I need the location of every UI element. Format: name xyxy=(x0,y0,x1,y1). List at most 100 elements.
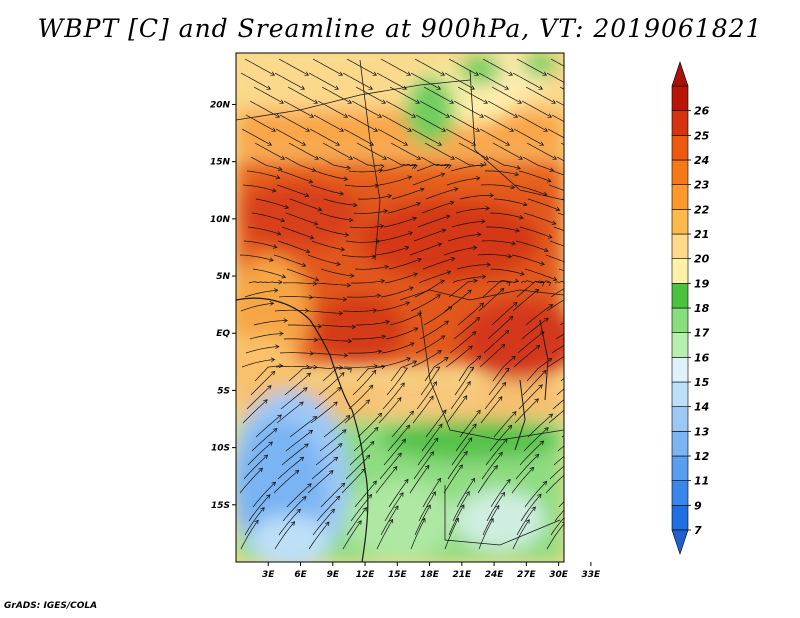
streamline-arrow xyxy=(534,288,540,294)
streamline xyxy=(481,240,516,245)
streamline-arrow xyxy=(504,329,510,335)
streamline-arrow xyxy=(432,381,437,386)
streamline-arrow xyxy=(467,437,473,442)
streamline-arrow xyxy=(340,247,346,252)
streamline xyxy=(353,210,388,214)
streamline-arrow xyxy=(581,179,585,183)
streamline-arrow xyxy=(266,85,272,90)
streamline-arrow xyxy=(301,262,307,268)
credit-label: GrADS: IGES/COLA xyxy=(4,601,98,611)
streamline-arrow xyxy=(348,217,354,223)
streamline-arrow xyxy=(308,429,314,435)
streamline xyxy=(383,217,417,228)
lat-tick-label: 5N xyxy=(216,272,230,282)
streamline-arrow xyxy=(546,178,552,183)
streamline xyxy=(348,169,383,173)
streamline-arrow xyxy=(573,142,577,146)
streamline xyxy=(283,338,318,341)
streamline xyxy=(458,142,489,160)
streamline-arrow xyxy=(537,493,542,499)
streamline xyxy=(274,72,305,90)
streamline-arrow xyxy=(271,188,277,193)
streamline-arrow xyxy=(437,242,443,247)
streamline xyxy=(519,440,544,466)
streamline-arrow xyxy=(453,187,459,192)
streamline-arrow xyxy=(431,491,436,496)
latitude-axis: 20N 15N 10N 5N EQ 5S 10S 15S xyxy=(210,100,236,511)
streamline xyxy=(424,142,455,160)
streamline-arrow xyxy=(447,306,453,311)
streamline-arrow xyxy=(347,338,353,344)
streamline-arrow xyxy=(325,521,330,527)
streamline-arrow xyxy=(465,491,470,496)
streamline xyxy=(273,470,299,494)
streamline-arrow xyxy=(475,127,481,132)
streamline-arrow xyxy=(275,174,281,180)
colorbar-high-arrow xyxy=(671,61,689,87)
streamline xyxy=(307,470,334,494)
streamline-arrow xyxy=(538,384,543,389)
streamline xyxy=(357,195,392,200)
streamline xyxy=(313,114,344,132)
lon-tick-label: 30E xyxy=(549,570,569,580)
streamline xyxy=(453,317,480,340)
streamline-arrow xyxy=(475,316,481,322)
streamline xyxy=(309,128,340,146)
streamline-arrow xyxy=(347,99,353,104)
streamline-arrow xyxy=(337,443,343,448)
streamline xyxy=(557,212,564,216)
streamline-arrow xyxy=(283,318,288,323)
streamline-arrow xyxy=(385,319,390,325)
streamline xyxy=(287,86,318,104)
colorbar-swatch xyxy=(671,184,689,210)
streamline-arrow xyxy=(362,507,367,512)
streamline xyxy=(311,456,338,480)
streamline xyxy=(242,184,276,192)
lat-tick-label: EQ xyxy=(216,329,230,339)
chart-title: WBPT [C] and Sreamline at 900hPa, VT: 20… xyxy=(37,14,763,43)
streamline xyxy=(317,100,348,118)
streamline-arrow xyxy=(260,506,265,512)
streamline-arrow xyxy=(450,155,456,160)
streamline xyxy=(552,170,564,176)
streamline-arrow xyxy=(484,155,490,160)
streamline-arrow xyxy=(305,248,311,254)
streamline-arrow xyxy=(302,387,308,392)
streamline-arrow xyxy=(333,456,339,462)
streamline-arrow xyxy=(361,468,366,473)
streamline-arrow xyxy=(473,278,478,284)
streamline-arrow xyxy=(577,193,581,197)
streamline xyxy=(278,296,313,298)
streamline xyxy=(457,302,484,326)
streamline xyxy=(418,491,436,522)
streamline-arrow xyxy=(343,353,349,358)
streamline-arrow xyxy=(471,141,477,146)
streamline xyxy=(446,177,480,186)
streamline-arrow xyxy=(480,162,485,168)
streamline-arrow xyxy=(547,234,553,239)
streamline-arrow xyxy=(479,113,485,118)
streamline-arrow xyxy=(342,297,348,302)
temperature-field xyxy=(236,53,588,562)
streamline-arrow xyxy=(278,279,283,285)
streamline xyxy=(343,128,374,146)
colorbar-label: 7 xyxy=(694,524,702,537)
streamline xyxy=(284,156,316,172)
streamline-arrow xyxy=(508,71,514,76)
streamline xyxy=(346,507,367,536)
streamline-arrow xyxy=(348,155,354,160)
streamline-arrow xyxy=(270,71,276,76)
streamline-arrow xyxy=(476,355,482,360)
streamline-arrow xyxy=(335,495,341,501)
streamline-arrow xyxy=(520,271,525,276)
streamline-arrow xyxy=(436,477,441,483)
streamline xyxy=(354,266,389,270)
streamline-arrow xyxy=(574,263,578,267)
streamline xyxy=(518,384,543,410)
streamline xyxy=(511,467,534,494)
streamline xyxy=(316,495,340,522)
streamline xyxy=(244,58,275,76)
streamline-arrow xyxy=(446,270,452,275)
streamline xyxy=(409,243,442,256)
streamline-arrow xyxy=(584,167,588,171)
